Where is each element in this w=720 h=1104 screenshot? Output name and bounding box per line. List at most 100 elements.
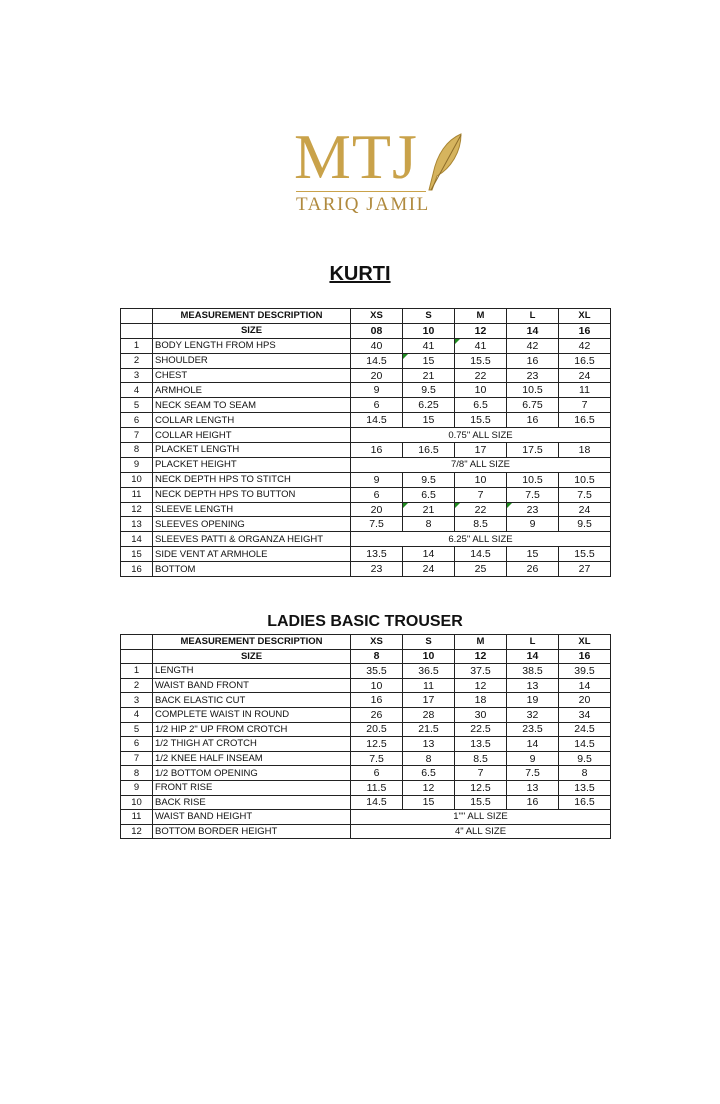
table-header-row: MEASUREMENT DESCRIPTION XS S M L XL	[120, 308, 611, 324]
comment-marker-icon	[403, 503, 408, 508]
measurement-description: WAIST BAND HEIGHT	[152, 809, 351, 825]
measurement-value: 21.5	[402, 721, 455, 738]
measurement-value: 11.5	[350, 779, 403, 796]
table-row: 3 CHEST 20 21 22 23 24	[120, 367, 611, 384]
measurement-value: 38.5	[506, 663, 559, 679]
column-header: 14	[506, 648, 559, 665]
measurement-value: 16.5	[402, 442, 455, 458]
measurement-value: 15.5	[454, 352, 507, 369]
row-number: 9	[120, 779, 153, 796]
row-number: 6	[120, 412, 153, 429]
measurement-value: 19	[506, 692, 559, 708]
measurement-value: 21	[402, 501, 455, 518]
measurement-value: 16	[350, 442, 403, 458]
column-label: MEASUREMENT DESCRIPTION	[152, 634, 351, 650]
column-header: 12	[454, 648, 507, 665]
trouser-size-table: MEASUREMENT DESCRIPTION XS S M L XL SIZE 8 10 12 1…	[120, 634, 611, 840]
measurement-value: 30	[454, 706, 507, 723]
measurement-value: 27	[558, 561, 611, 578]
measurement-value: 7	[558, 397, 611, 414]
table-row: 5 1/2 HIP 2" UP FROM CROTCH 20.5 21.5 22.5 23…	[120, 721, 611, 738]
measurement-value: 13	[506, 677, 559, 694]
measurement-value: 9	[506, 750, 559, 767]
measurement-value: 14	[506, 736, 559, 752]
measurement-value: 8.5	[454, 750, 507, 767]
brand-logo: MTJ TARIQ JAMIL	[290, 122, 470, 217]
measurement-description: SLEEVES PATTI & ORGANZA HEIGHT	[152, 531, 351, 548]
feather-quill-icon	[428, 133, 462, 191]
measurement-value: 20	[350, 501, 403, 518]
row-number: 5	[120, 721, 153, 738]
comment-marker-icon	[455, 339, 460, 344]
table-row: 13 SLEEVES OPENING 7.5 8 8.5 9 9.5	[120, 516, 611, 533]
measurement-value: 20.5	[350, 721, 403, 738]
measurement-value: 22.5	[454, 721, 507, 738]
measurement-description: LENGTH	[152, 663, 351, 679]
row-number: 13	[120, 516, 153, 533]
measurement-value: 12	[402, 779, 455, 796]
measurement-value: 24	[558, 501, 611, 518]
row-number: 2	[120, 677, 153, 694]
table-row: 11 WAIST BAND HEIGHT 1"" ALL SIZE	[120, 809, 611, 825]
measurement-value: 16	[506, 794, 559, 811]
table-row: 12 SLEEVE LENGTH 20 21 22 23 24	[120, 501, 611, 518]
measurement-value: 14.5	[350, 794, 403, 811]
table-row: 1 LENGTH 35.5 36.5 37.5 38.5 39.5	[120, 663, 611, 679]
measurement-description: BACK RISE	[152, 794, 351, 811]
measurement-value: 10	[454, 382, 507, 399]
measurement-value: 16	[506, 352, 559, 369]
measurement-value: 6.5	[454, 397, 507, 414]
all-size-value: 4" ALL SIZE	[350, 823, 611, 840]
column-header: 10	[402, 322, 455, 339]
row-number: 9	[120, 456, 153, 473]
measurement-value: 13.5	[350, 546, 403, 563]
measurement-value: 24	[402, 561, 455, 578]
measurement-value: 40	[350, 337, 403, 354]
column-header: XL	[558, 308, 611, 324]
measurement-value: 7.5	[506, 765, 559, 781]
measurement-value: 26	[506, 561, 559, 578]
column-label: SIZE	[152, 322, 351, 339]
measurement-value: 9	[506, 516, 559, 533]
measurement-value: 6	[350, 765, 403, 781]
measurement-description: BACK ELASTIC CUT	[152, 692, 351, 708]
table-header-row: MEASUREMENT DESCRIPTION XS S M L XL	[120, 634, 611, 650]
row-number: 11	[120, 486, 153, 503]
logo-mark: MTJ	[294, 121, 418, 192]
logo-subtitle: TARIQ JAMIL	[296, 194, 430, 215]
column-header	[120, 634, 153, 650]
table-row: 5 NECK SEAM TO SEAM 6 6.25 6.5 6.75 7	[120, 397, 611, 414]
row-number: 14	[120, 531, 153, 548]
column-header: XS	[350, 634, 403, 650]
measurement-value: 9.5	[402, 382, 455, 399]
measurement-value: 18	[558, 442, 611, 458]
measurement-description: BOTTOM	[152, 561, 351, 578]
column-header: 8	[350, 648, 403, 665]
row-number: 15	[120, 546, 153, 563]
measurement-value: 22	[454, 367, 507, 384]
measurement-value: 15.5	[558, 546, 611, 563]
measurement-description: PLACKET HEIGHT	[152, 456, 351, 473]
row-number: 10	[120, 471, 153, 488]
measurement-value: 15	[402, 352, 455, 369]
measurement-value: 11	[558, 382, 611, 399]
table-row: 4 ARMHOLE 9 9.5 10 10.5 11	[120, 382, 611, 399]
measurement-value: 15	[402, 412, 455, 429]
row-number: 4	[120, 382, 153, 399]
measurement-value: 8	[558, 765, 611, 781]
measurement-value: 37.5	[454, 663, 507, 679]
table-row: 3 BACK ELASTIC CUT 16 17 18 19 20	[120, 692, 611, 708]
all-size-value: 6.25" ALL SIZE	[350, 531, 611, 548]
measurement-value: 35.5	[350, 663, 403, 679]
measurement-value: 6	[350, 486, 403, 503]
table-row: 2 WAIST BAND FRONT 10 11 12 13 14	[120, 677, 611, 694]
table-row: 9 PLACKET HEIGHT 7/8" ALL SIZE	[120, 456, 611, 473]
measurement-description: FRONT RISE	[152, 779, 351, 796]
measurement-value: 22	[454, 501, 507, 518]
column-header: 16	[558, 322, 611, 339]
measurement-description: BOTTOM BORDER HEIGHT	[152, 823, 351, 840]
size-row: SIZE 08 10 12 14 16	[120, 322, 611, 339]
table-row: 11 NECK DEPTH HPS TO BUTTON 6 6.5 7 7.5 7.5	[120, 486, 611, 503]
measurement-value: 9	[350, 382, 403, 399]
column-header: XL	[558, 634, 611, 650]
